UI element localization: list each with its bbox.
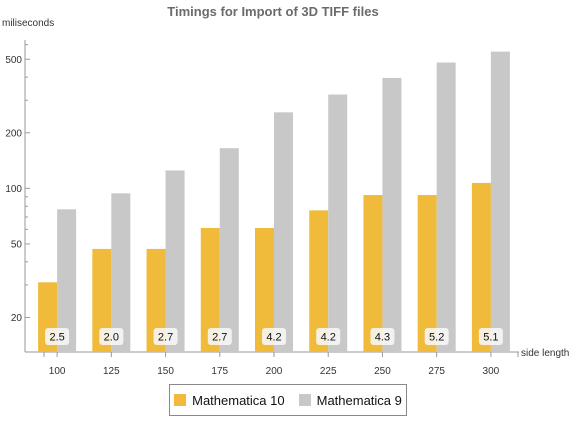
bars: 2.5 2.0 2.7 2.7 4.2 4.2 4.3 5.2 5.1 <box>38 51 510 353</box>
legend-label-series-2: Mathematica 9 <box>316 392 402 408</box>
data-label-box <box>99 328 124 345</box>
bar-series-1 <box>363 195 383 352</box>
y-axis-label: miliseconds <box>2 18 54 29</box>
bar-series-2 <box>490 51 510 352</box>
x-tick-label: 100 <box>49 366 66 377</box>
bar-series-2 <box>165 170 185 352</box>
x-axis-label: side length <box>521 348 569 359</box>
bar-series-1 <box>417 195 437 352</box>
chart-title: Timings for Import of 3D TIFF files <box>167 4 378 19</box>
data-label: 4.2 <box>266 332 281 344</box>
data-label-box <box>316 328 341 345</box>
y-tick-label: 20 <box>11 313 23 324</box>
y-tick-label: 500 <box>5 55 22 66</box>
bar-series-2 <box>436 62 456 352</box>
legend-swatch-series-2 <box>298 394 311 406</box>
bar-series-2 <box>274 112 293 353</box>
data-label: 4.3 <box>375 332 390 344</box>
legend: Mathematica 10 Mathematica 9 <box>169 384 407 416</box>
data-label: 5.1 <box>483 332 498 344</box>
data-label-box <box>207 328 232 345</box>
y-tick-label: 100 <box>5 184 22 195</box>
data-label-box <box>478 328 503 345</box>
x-tick-label: 150 <box>157 366 174 377</box>
legend-label-series-1: Mathematica 10 <box>192 392 285 408</box>
x-tick-label: 200 <box>266 366 283 377</box>
data-label: 2.5 <box>49 332 64 344</box>
bar-series-2 <box>111 193 131 352</box>
bar-series-2 <box>328 94 348 352</box>
data-label-box <box>45 328 70 345</box>
data-label-box <box>370 328 395 345</box>
bar-series-1 <box>309 210 329 352</box>
data-label: 2.7 <box>212 332 227 344</box>
y-tick-label: 50 <box>11 239 23 250</box>
x-tick-label: 225 <box>320 366 337 377</box>
bar-series-1 <box>146 248 166 352</box>
bar-series-2 <box>57 209 77 352</box>
x-tick-label: 275 <box>428 366 445 377</box>
x-tick-label: 175 <box>211 366 228 377</box>
bar-series-2 <box>382 77 402 352</box>
legend-item-series-1: Mathematica 10 <box>174 393 285 408</box>
y-ticks: 20 50 100 200 500 <box>5 44 30 324</box>
bar-series-1 <box>200 227 220 352</box>
data-label-box <box>262 328 286 345</box>
bar-series-2 <box>219 148 239 352</box>
x-ticks: 100 125 150 175 200 225 250 275 300 <box>43 352 519 377</box>
data-label: 5.2 <box>429 332 444 344</box>
data-label: 4.2 <box>321 332 336 344</box>
data-label: 2.7 <box>158 332 173 344</box>
x-tick-label: 125 <box>103 366 120 377</box>
bar-series-1 <box>92 248 112 352</box>
y-tick-label: 200 <box>5 128 22 139</box>
data-label: 2.0 <box>104 332 119 344</box>
legend-item-series-2: Mathematica 9 <box>298 392 402 408</box>
x-tick-label: 300 <box>483 366 500 377</box>
bar-series-1 <box>471 182 491 352</box>
data-label-box <box>153 328 178 345</box>
legend-swatch-series-1 <box>174 394 187 406</box>
x-tick-label: 250 <box>374 366 391 377</box>
bar-series-1 <box>255 227 274 352</box>
data-label-box <box>424 328 449 345</box>
